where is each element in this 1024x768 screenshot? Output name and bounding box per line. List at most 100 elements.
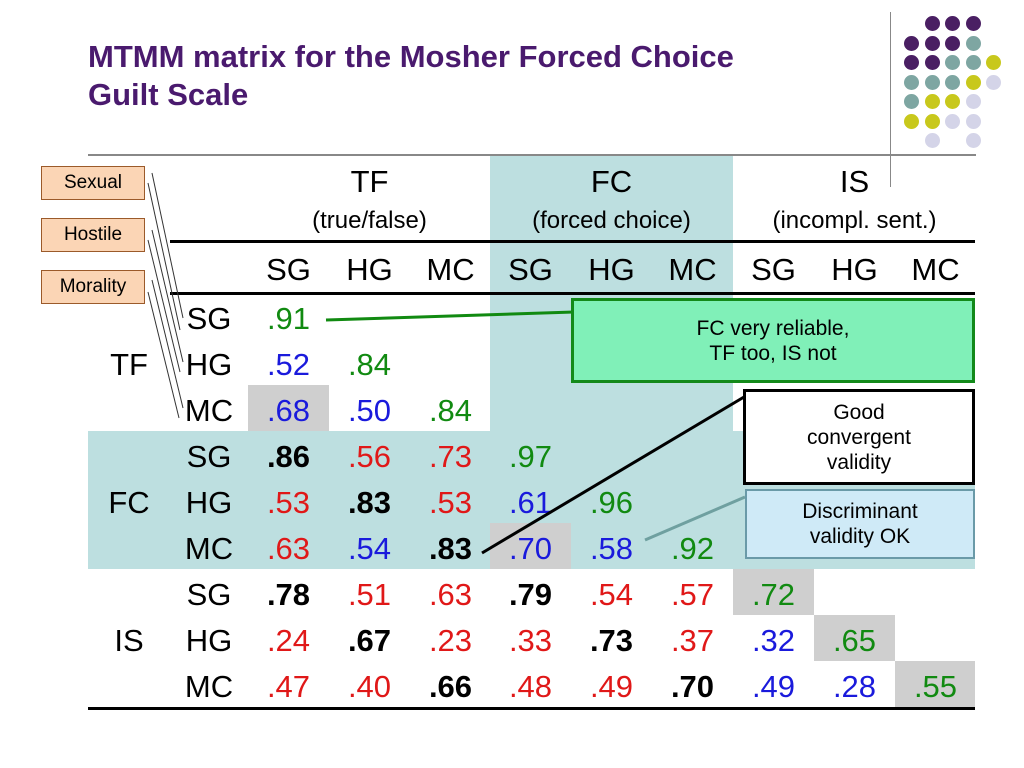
decorative-dot [965,16,981,31]
decorative-dot [945,55,960,70]
tag-hostile: Hostile [41,218,145,252]
matrix-cell: .73 [428,438,473,474]
matrix-cell: .54 [347,530,392,566]
trait-row-header-fc-sg: SG [186,438,232,474]
callout-discriminant-line-2: validity OK [809,525,911,548]
matrix-cell: .33 [508,622,553,658]
method-row-header-is: IS [114,622,144,658]
matrix-cell: .67 [347,622,392,658]
matrix-cell: .68 [266,392,311,428]
matrix-cell: .55 [913,668,958,704]
trait-col-header-tf-sg: SG [266,251,311,287]
matrix-cell: .54 [589,576,634,612]
decorative-dot [965,133,981,148]
matrix-cell: .32 [751,622,796,658]
decorative-dot [986,74,1001,90]
trait-col-header-tf-hg: HG [346,251,393,287]
title-line-2: Guilt Scale [88,77,249,112]
decorative-dot [924,35,940,51]
grey-cell-tf [248,385,329,431]
decorative-dot [904,74,919,90]
decorative-dot [986,55,1001,70]
grey-cell-fc [490,523,571,569]
decorative-dot [924,55,940,70]
matrix-cell: .56 [347,438,392,474]
trait-row-header-is-hg: HG [185,622,233,658]
matrix-cell: .28 [832,668,877,704]
matrix-cell: .49 [589,668,634,704]
method-subheader-fc: (forced choice) [532,207,691,234]
matrix-cell: .70 [670,668,715,704]
table-bottom-rule [88,707,975,710]
matrix-cell: .66 [428,668,473,704]
matrix-cell: .57 [670,576,715,612]
decorative-dot [945,35,960,51]
callout-convergent-line-3: validity [826,450,892,474]
tag-sexual: Sexual [41,166,145,200]
method-row-header-fc: FC [108,484,150,520]
method-row-header-tf: TF [110,346,148,382]
matrix-cell: .83 [347,484,392,520]
matrix-cell: .97 [508,438,553,474]
decorative-dot [904,113,919,129]
decorative-dot [924,113,940,129]
grey-cell-is-2 [814,615,895,661]
decorative-dot [924,16,940,31]
grey-cell-is-3 [895,661,975,707]
matrix-cell: .65 [832,622,877,658]
matrix-cell: .53 [428,484,473,520]
method-subheader-is: (incompl. sent.) [772,207,937,234]
decorative-dot [945,113,960,129]
decorative-dot [924,94,940,109]
matrix-cell: .84 [347,346,392,382]
matrix-cell: .96 [589,484,634,520]
matrix-cell: .48 [508,668,553,704]
trait-col-header-is-sg: SG [751,251,796,287]
matrix-cell: .61 [508,484,553,520]
decorative-dot [904,35,919,51]
matrix-cell: .50 [347,392,392,428]
decorative-dot [904,94,919,109]
trait-row-header-tf-sg: SG [186,300,232,336]
matrix-cell: .72 [751,576,796,612]
matrix-cell: .40 [347,668,392,704]
tag-morality: Morality [41,270,145,304]
callout-reliability: FC very reliable, TF too, IS not [571,298,975,383]
callout-discriminant: Discriminant validity OK [745,489,975,559]
decorative-dot [945,16,960,31]
method-subheader-tf: (true/false) [312,207,427,234]
matrix-cell: .53 [266,484,311,520]
trait-row-header-tf-mc: MC [184,392,234,428]
matrix-cell: .86 [266,438,311,474]
callout-reliability-line-1: FC very reliable, [696,316,850,340]
method-header-is: IS [839,163,870,199]
decorative-dot [965,55,981,70]
matrix-cell: .70 [508,530,553,566]
matrix-cell: .49 [751,668,796,704]
decorative-dot [904,55,919,70]
title-line-1: MTMM matrix for the Mosher Forced Choice [88,39,734,74]
matrix-cell: .51 [347,576,392,612]
matrix-cell: .37 [670,622,715,658]
decorative-dot [924,74,940,90]
trait-col-header-fc-hg: HG [588,251,635,287]
title-underline [88,154,976,156]
callout-reliability-line-2: TF too, IS not [709,341,837,365]
trait-header-rule [170,292,975,295]
matrix-cell: .24 [266,622,311,658]
callout-discriminant-line-1: Discriminant [802,500,918,523]
decorative-dot [965,113,981,129]
matrix-cell: .83 [428,530,473,566]
decorative-dot [924,133,940,148]
trait-col-header-fc-mc: MC [668,251,717,287]
matrix-cell: .63 [428,576,473,612]
decorative-dot [945,74,960,90]
matrix-cell: .84 [428,392,473,428]
matrix-cell: .78 [266,576,311,612]
callout-convergent: Good convergent validity [743,389,975,485]
trait-row-header-tf-hg: HG [185,346,233,382]
matrix-cell: .91 [266,300,311,336]
method-header-fc: FC [590,163,633,199]
callout-convergent-line-2: convergent [807,425,911,449]
